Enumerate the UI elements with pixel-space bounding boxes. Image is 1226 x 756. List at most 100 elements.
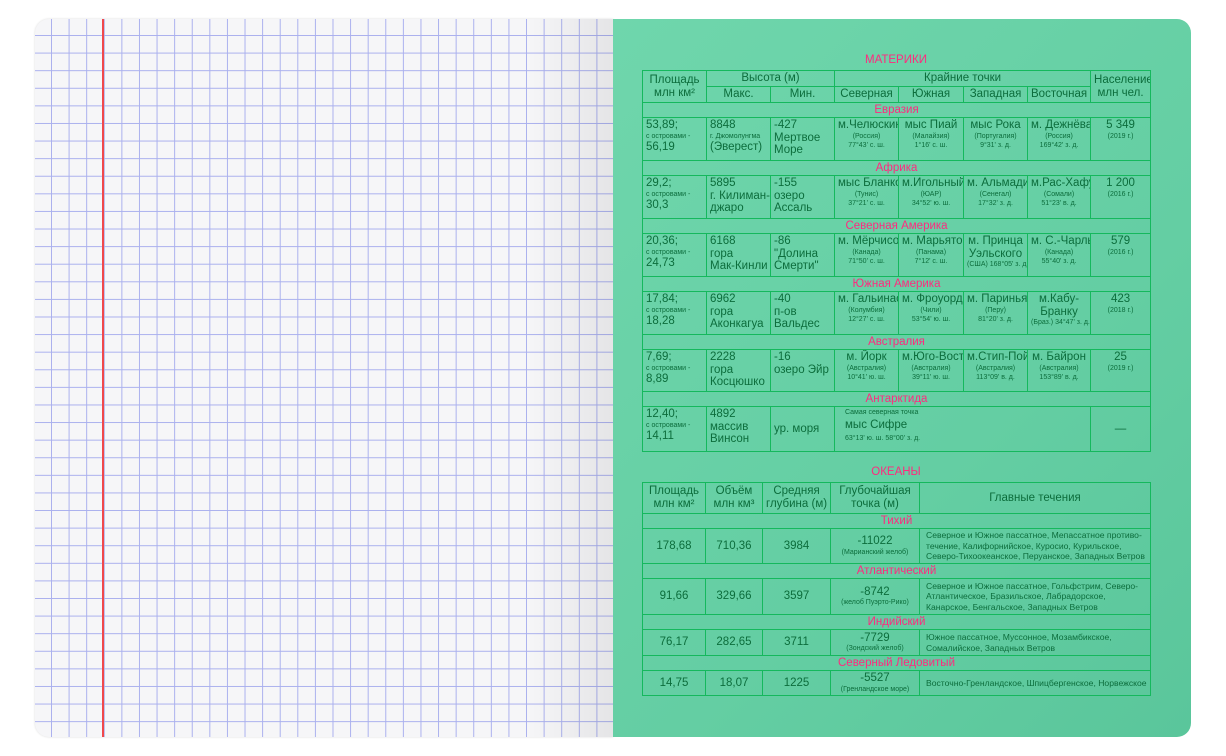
cell-note: с островами - (646, 132, 691, 140)
cell-note: с островами - (646, 190, 691, 198)
cell-value: м. С.-Чарльз (1031, 235, 1090, 247)
oceans-header-row: Площадь млн км² Объём млн км³ Средняя глубина… (642, 482, 1151, 514)
cell-note: с островами - (646, 306, 691, 314)
ocean-name: Атлантический (642, 563, 1151, 579)
header-max: Макс. (706, 86, 771, 103)
continent-name-row: Северная Америка (641, 218, 1152, 234)
ocean-name-row: Атлантический (642, 563, 1151, 579)
header-line: млн км² (653, 498, 695, 510)
cell-note: (США) 168°05' з. д. (967, 261, 1028, 268)
cell-note: (Панама) (915, 248, 947, 256)
min-height-cell: -427 Мертвое Море (769, 117, 836, 161)
cell-value: гора (710, 363, 734, 376)
cell-value: 4892 (710, 408, 736, 420)
population-cell: 5 349 (2019 г.) (1090, 117, 1152, 161)
cell-value: м. Йорк (846, 351, 887, 363)
cell-value: м. Байрон (1032, 351, 1086, 363)
header-height: Высота (м) (705, 70, 836, 87)
header-line: глубина (м) (766, 498, 828, 510)
header-line: Площадь (648, 485, 700, 497)
cell-value: гора (710, 247, 734, 260)
volume-cell: 329,66 (705, 578, 763, 615)
ocean-name-row: Северный Ледовитый (642, 655, 1151, 671)
cell-value: м.Юго-Вост. (902, 351, 964, 363)
cell-value: 6962 (710, 293, 736, 305)
cell-value: 5 349 (1106, 119, 1135, 131)
header-west: Западная (963, 86, 1029, 103)
avg-depth-cell: 1225 (762, 670, 831, 696)
cell-value: м. Париньяс (967, 293, 1028, 305)
cell-note: 169°42' з. д. (1039, 141, 1079, 149)
cell-value: 18,28 (646, 314, 675, 327)
area-cell: 20,36; с островами -24,73 (642, 233, 707, 277)
continent-name-row: Африка (641, 160, 1152, 176)
cell-note: (2016 г.) (1107, 190, 1134, 198)
continents-title: МАТЕРИКИ (865, 54, 927, 66)
area-cell: 7,69; с островами -8,89 (642, 349, 707, 392)
cell-note: (Перу) (985, 306, 1006, 314)
area-cell: 53,89; с островами -56,19 (642, 117, 707, 161)
cell-note: (Сомали) (1043, 190, 1075, 198)
population-cell: 1 200 (2016 г.) (1090, 175, 1152, 219)
population-cell: 25 (2019 г.) (1090, 349, 1152, 392)
continent-name-row: Южная Америка (641, 276, 1152, 292)
header-population: Население млн чел. (1090, 70, 1152, 103)
header-main-currents: Главные течения (919, 482, 1151, 514)
cell-note: (Тунис) (854, 190, 879, 198)
continent-row: 20,36; с островами -24,73 6168 гора Мак-Кинл… (642, 233, 1152, 277)
cell-note: (Австралия) (975, 364, 1016, 372)
cell-value: Ассаль (774, 202, 813, 214)
header-line: Главные течения (989, 491, 1081, 504)
cell-value: мыс Пиай (904, 119, 958, 131)
continent-name: Австралия (641, 334, 1152, 350)
east-point-cell: м. С.-Чарльз(Канада)55°40' з. д. (1027, 233, 1092, 277)
continent-name: Северная Америка (641, 218, 1152, 234)
area-cell: 91,66 (642, 578, 706, 615)
volume-cell: 710,36 (705, 528, 763, 564)
ocean-row: 14,75 18,07 1225 -5527 (Гренландское море) Во… (642, 670, 1151, 696)
cell-note: 77°43' с. ш. (848, 141, 885, 149)
population-cell: 423 (2018 г.) (1090, 291, 1152, 335)
cell-value: 20,36; (646, 235, 678, 247)
cell-note: 153°89' в. д. (1039, 373, 1079, 381)
cell-value: м. Марьято (902, 235, 963, 247)
cell-note: (Малайзия) (912, 132, 950, 140)
cell-note: 12°27' с. ш. (848, 315, 885, 323)
cell-note: 37°21' с. ш. (848, 199, 885, 207)
west-point-cell: м. Альмади (Сенегал) 17°32' з. д. (963, 175, 1029, 219)
cell-value: 14,11 (646, 429, 674, 442)
cell-value: Уэльского (968, 247, 1023, 260)
min-height-cell: -155 озеро Ассаль (769, 175, 836, 219)
cell-note: 71°50' с. ш. (848, 257, 885, 265)
cell-value: м. Дежнёва (1031, 119, 1091, 131)
main-currents-cell: Северное и Южное пассатное, Мепассатное … (919, 528, 1151, 564)
cell-value: м.Челюскин (838, 119, 899, 131)
cell-value: м. Гальинас (838, 293, 899, 305)
min-height-cell: -86 "Долина Смерти" (769, 233, 836, 277)
cell-value: 579 (1110, 235, 1131, 247)
east-point-cell: м.Кабу- Бранку (Браз.) 34°47' з. д. (1027, 291, 1092, 335)
cell-value: 2228 (710, 351, 736, 363)
cell-value: массив (710, 420, 749, 433)
cell-note: 9°31' з. д. (980, 141, 1011, 149)
continent-row: 12,40; с островами -14,11 4892 массив Винсон… (642, 406, 1152, 452)
ocean-name-row: Тихий (642, 513, 1151, 529)
cell-note: 17°32' з. д. (978, 199, 1013, 207)
area-cell: 14,75 (642, 670, 706, 696)
cell-note: (2016 г.) (1107, 248, 1134, 256)
deepest-place: (желоб Пуэрто-Рико) (841, 599, 909, 607)
population-cell: 579 (2016 г.) (1090, 233, 1152, 277)
west-point-cell: м. Принца Уэльского (США) 168°05' з. д. (963, 233, 1029, 277)
continent-name-row: Австралия (641, 334, 1152, 350)
south-point-cell: м.Юго-Вост. (Австралия) 39°11' ю. ш. (898, 349, 965, 392)
oceans-table: Площадь млн км² Объём млн км³ Средняя глубина… (642, 482, 1151, 696)
cell-note: 7°12' с. ш. (914, 257, 948, 265)
east-point-cell: м. Дежнёва (Россия) 169°42' з. д. (1027, 117, 1092, 161)
min-height-cell: ур. моря (769, 406, 836, 452)
cell-note: 53°54' ю. ш. (911, 315, 951, 323)
continent-row: 29,2; с островами -30,3 5895 г. Килиман-джа… (642, 175, 1152, 219)
cell-note: с островами - (646, 364, 691, 372)
cell-value: 53,89; (646, 119, 678, 131)
cell-value: 12,40; (646, 408, 678, 420)
ocean-name: Индийский (642, 614, 1151, 630)
